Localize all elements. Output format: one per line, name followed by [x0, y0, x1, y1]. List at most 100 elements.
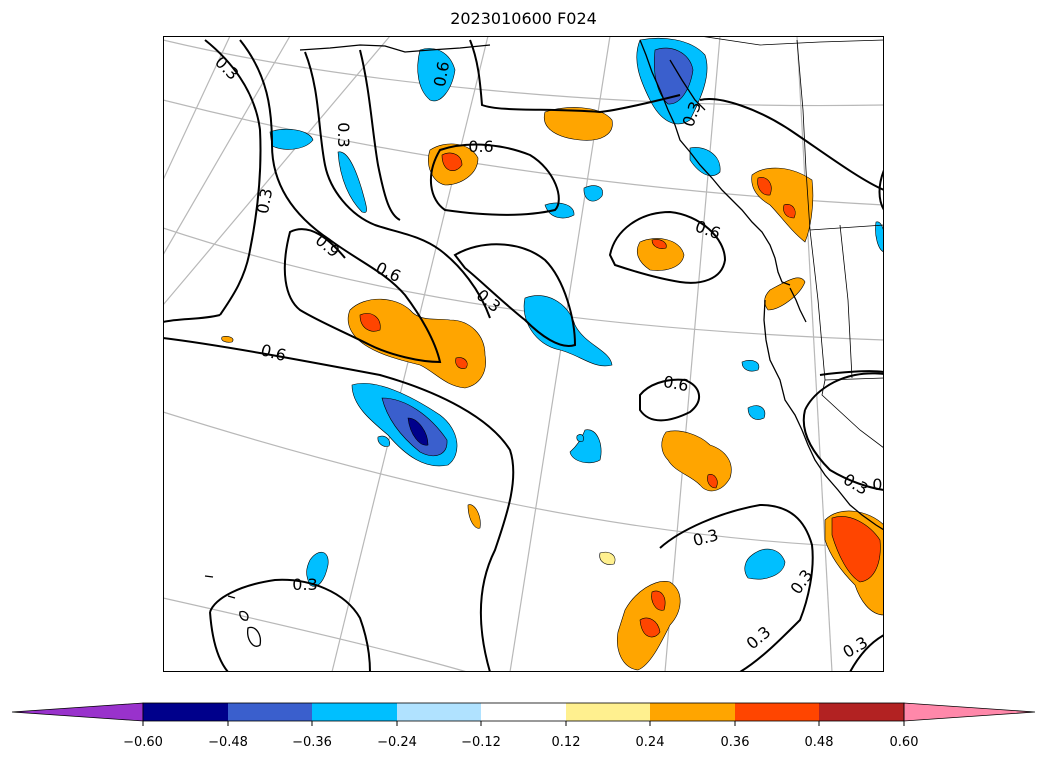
- fill-negative: [744, 548, 786, 580]
- fill-positive: [639, 617, 661, 638]
- colorbar-tick-label: −0.36: [292, 735, 332, 750]
- island-path: [247, 626, 262, 647]
- contour-line: [453, 243, 577, 347]
- coastline-path: [639, 39, 791, 286]
- border-path: [796, 39, 884, 231]
- contour-line: [304, 51, 491, 319]
- fill-negative: [377, 435, 390, 447]
- fill-negative: [689, 147, 721, 176]
- contour-line: [204, 39, 262, 316]
- fill-negative: [747, 405, 766, 420]
- fill-negative: [337, 151, 367, 213]
- latitude-line: [163, 411, 884, 549]
- contour-line: [804, 372, 884, 411]
- fill-negative: [576, 434, 584, 442]
- island-path: [204, 575, 214, 578]
- longitude-line: [796, 36, 833, 672]
- coastline-path: [763, 299, 884, 531]
- longitude-line: [664, 36, 721, 672]
- latitude-line: [163, 597, 470, 672]
- contour-label: 0.3: [840, 470, 872, 499]
- colorbar-tick-label: 0.24: [635, 735, 665, 750]
- contour-line: [639, 378, 700, 422]
- fill-positive: [764, 277, 806, 311]
- contour-label: 0.6: [259, 340, 289, 365]
- contour-line: [699, 98, 884, 191]
- border-path: [839, 224, 853, 379]
- contour-line: [469, 39, 681, 114]
- fill-positive: [599, 551, 616, 565]
- fill-negative: [417, 48, 456, 102]
- contour-line: [659, 503, 814, 672]
- fill-positive: [783, 204, 796, 219]
- colorbar: [11, 702, 1036, 726]
- border-path: [699, 36, 884, 46]
- contour-label: 0.3: [872, 475, 897, 494]
- colorbar-tick-label: 0.60: [889, 735, 919, 750]
- fill-negative: [583, 185, 603, 202]
- colorbar-tick-label: −0.12: [461, 735, 501, 750]
- contour-label: 0.9: [312, 230, 344, 261]
- contour-line: [239, 39, 442, 364]
- fill-negative: [741, 360, 760, 372]
- colorbar-extend-high: [903, 702, 1036, 722]
- longitude-line: [163, 36, 231, 181]
- longitude-line: [163, 36, 291, 256]
- contour-lines: [163, 39, 884, 672]
- contour-line: [359, 49, 401, 221]
- fill-positive: [441, 152, 463, 172]
- fill-negative: [407, 417, 429, 446]
- contour-line: [608, 210, 727, 284]
- fill-positive: [637, 238, 685, 271]
- fill-positive: [757, 177, 772, 196]
- contour-label: 0.6: [430, 60, 453, 88]
- fill-positive: [467, 504, 481, 529]
- contour-label: 0.6: [662, 372, 690, 395]
- contour-line: [209, 578, 371, 672]
- colorbar-tick-label: −0.60: [123, 735, 163, 750]
- fill-negative: [523, 295, 613, 367]
- fill-negative: [269, 128, 314, 150]
- colorbar-segment: [143, 703, 228, 721]
- contour-line: [849, 634, 884, 672]
- colorbar-segment: [481, 703, 566, 721]
- fill-positive: [831, 516, 881, 583]
- colorbar-outline: [142, 702, 905, 722]
- contour-label: 0.6: [373, 258, 404, 286]
- fill-positive: [455, 357, 468, 369]
- contour-line: [429, 143, 560, 216]
- border-path: [821, 379, 884, 449]
- fill-positive: [651, 239, 667, 249]
- coastline-path: [789, 287, 807, 323]
- colorbar-tick-label: −0.24: [377, 735, 417, 750]
- colorbar-segment: [312, 703, 397, 721]
- island-path: [227, 595, 236, 599]
- coastline: [204, 39, 884, 647]
- contour-line: [802, 409, 884, 491]
- anomaly-fill: [221, 38, 884, 671]
- contour-line: [209, 611, 229, 672]
- fill-positive: [359, 313, 381, 332]
- map-frame-border: [163, 36, 884, 672]
- contour-label: 0.3: [473, 285, 505, 316]
- contour-line: [878, 169, 884, 211]
- latitude-line: [163, 227, 884, 341]
- island-path: [239, 610, 249, 621]
- colorbar-segment: [566, 703, 650, 721]
- contour-label: 0.3: [211, 52, 242, 83]
- contour-line: [819, 370, 884, 376]
- fill-positive: [651, 590, 666, 611]
- border-path: [809, 229, 884, 381]
- fill-positive: [543, 107, 613, 141]
- colorbar-ticks: [142, 721, 905, 726]
- contour-label: 0.3: [292, 575, 317, 594]
- fill-negative: [569, 429, 602, 464]
- contour-label: 0.3: [253, 187, 276, 215]
- contour-label: 0.3: [839, 633, 871, 662]
- contour-label: 0.6: [468, 137, 493, 156]
- longitude-line: [163, 36, 391, 306]
- contour-line: [163, 314, 221, 323]
- fill-positive: [707, 474, 718, 489]
- colorbar-tick-label: −0.48: [208, 735, 248, 750]
